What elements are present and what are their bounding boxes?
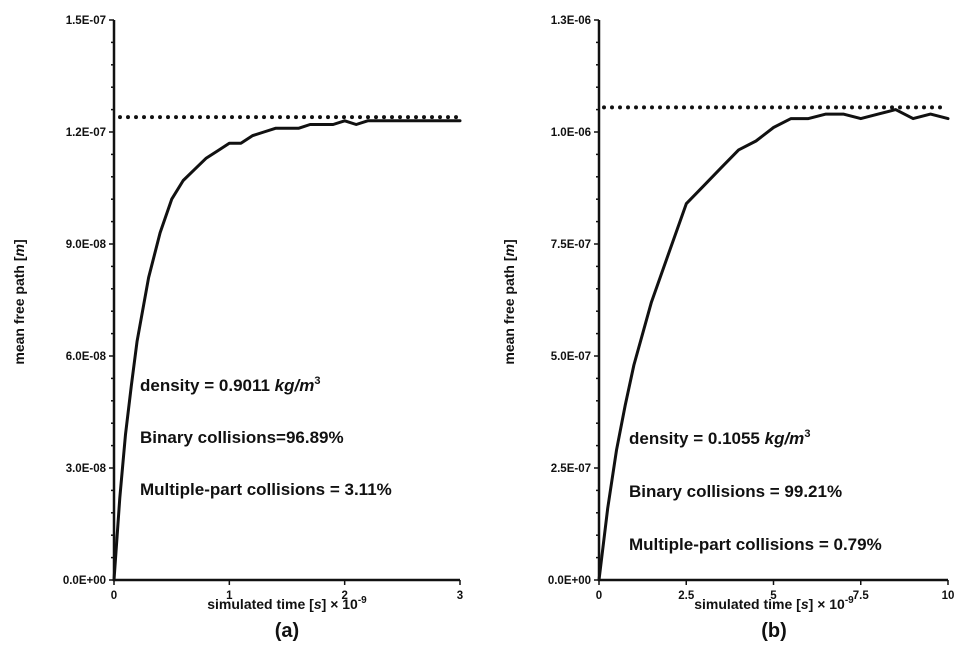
series-line <box>597 108 950 582</box>
x-tick-label: 0 <box>596 590 602 602</box>
y-tick-label: 0.0E+00 <box>548 575 591 587</box>
y-tick-label: 2.5E-07 <box>551 463 591 475</box>
x-tick-label: 2 <box>341 590 347 602</box>
y-tick-label: 5.0E-07 <box>551 351 591 363</box>
y-ticks: 0.0E+00 3.0E-08 6.0E-08 9.0E-08 1.2E-07 1.5E-… <box>63 15 114 587</box>
annotation-binary: Binary collisions = 99.21% <box>629 482 842 501</box>
panel-a: 0.0E+00 3.0E-08 6.0E-08 9.0E-08 1.2E-07 1.5E-… <box>11 15 463 642</box>
annotation-multiple: Multiple-part collisions = 0.79% <box>629 535 882 554</box>
series-line <box>112 119 462 582</box>
y-ticks: 0.0E+00 2.5E-07 5.0E-07 7.5E-07 1.0E-06 1.3E-… <box>548 15 599 587</box>
x-axis-title: simulated time [s] × 10-9 <box>207 595 367 612</box>
x-tick-label: 5 <box>770 590 777 602</box>
panel-b: 0.0E+00 2.5E-07 5.0E-07 7.5E-07 1.0E-06 1.3E-… <box>501 15 954 642</box>
y-tick-label: 1.0E-06 <box>551 127 591 139</box>
panel-label: (b) <box>761 620 787 642</box>
y-tick-label: 6.0E-08 <box>66 351 107 363</box>
x-tick-label: 2.5 <box>678 590 695 602</box>
x-tick-label: 7.5 <box>853 590 870 602</box>
panel-label: (a) <box>275 620 299 642</box>
y-tick-label: 1.5E-07 <box>66 15 106 27</box>
y-tick-label: 1.3E-06 <box>551 15 591 27</box>
annotation-binary: Binary collisions=96.89% <box>140 428 344 447</box>
y-tick-label: 0.0E+00 <box>63 575 106 587</box>
y-axis-title: mean free path [m] <box>11 239 27 364</box>
annotation-density: density = 0.1055 kg/m3 <box>629 428 810 448</box>
annotation-multiple: Multiple-part collisions = 3.11% <box>140 480 392 499</box>
x-tick-label: 10 <box>942 590 955 602</box>
annotation-density: density = 0.9011 kg/m3 <box>140 375 320 395</box>
y-tick-label: 7.5E-07 <box>551 239 591 251</box>
x-tick-label: 0 <box>111 590 117 602</box>
y-axis-title: mean free path [m] <box>501 239 517 364</box>
y-tick-label: 3.0E-08 <box>66 463 107 475</box>
x-tick-label: 1 <box>226 590 233 602</box>
y-tick-label: 1.2E-07 <box>66 127 106 139</box>
x-axis-title: simulated time [s] × 10-9 <box>694 595 854 612</box>
x-ticks: 0 2.5 5 7.5 10 <box>596 580 955 602</box>
y-tick-label: 9.0E-08 <box>66 239 107 251</box>
x-tick-label: 3 <box>457 590 463 602</box>
